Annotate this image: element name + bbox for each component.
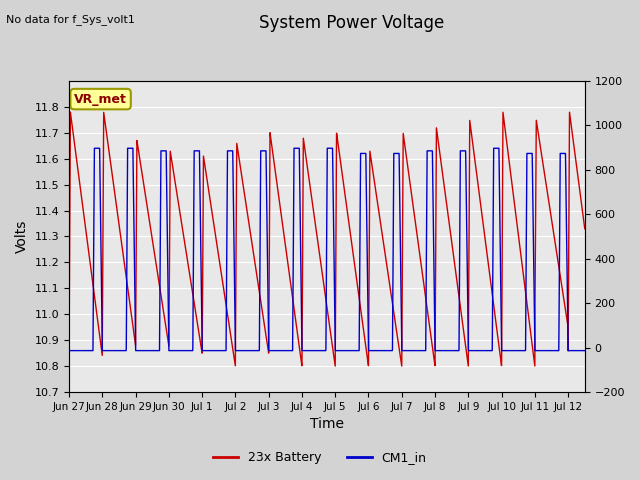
Y-axis label: Volts: Volts bbox=[15, 220, 29, 253]
Text: VR_met: VR_met bbox=[74, 93, 127, 106]
X-axis label: Time: Time bbox=[310, 418, 344, 432]
Text: System Power Voltage: System Power Voltage bbox=[259, 14, 445, 33]
Text: No data for f_Sys_volt1: No data for f_Sys_volt1 bbox=[6, 14, 135, 25]
Legend: 23x Battery, CM1_in: 23x Battery, CM1_in bbox=[208, 446, 432, 469]
